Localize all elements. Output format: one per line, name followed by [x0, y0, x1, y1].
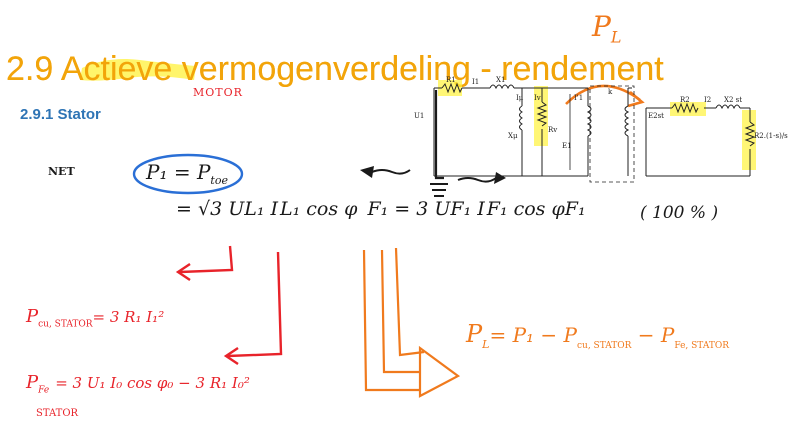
main-formula: = √3 UL₁ I L₁ cos φ F₁ = 3 UF₁ I F₁ cos φF₁: [176, 198, 586, 220]
label-r2: R2: [680, 96, 690, 104]
ground-symbol: [430, 183, 448, 197]
label-u1: U1: [414, 112, 424, 120]
black-arrowhead-left: [360, 166, 374, 178]
xmu-inductor: [519, 105, 523, 131]
primary-coil: [586, 105, 592, 137]
pl-equation: PL= P₁ − Pcu, STATOR − PFe, STATOR: [466, 320, 729, 351]
label-rv: Rv: [548, 126, 557, 134]
label-iu: Iμ: [516, 94, 524, 102]
red-arrow-2-head: [223, 347, 239, 365]
motor-label: MOTOR: [193, 86, 243, 99]
label-i1: I1: [472, 78, 479, 86]
x2st-inductor: [715, 104, 741, 110]
pfe-stator-formula: PFe = 3 U₁ I₀ cos φ₀ − 3 R₁ I₀²: [26, 372, 250, 396]
black-wave-right: [457, 177, 497, 183]
pcu-stator-formula: Pcu, STATOR= 3 R₁ I₁²: [26, 306, 165, 330]
title-highlight: [80, 59, 196, 81]
label-r1: R1: [446, 76, 456, 84]
red-arrow-1-head: [175, 263, 191, 281]
pfe-stator-sub2: STATOR: [36, 408, 79, 419]
p1-circle-outline: [132, 153, 244, 195]
r2-resistor: [671, 102, 699, 114]
label-e2st: E2st: [648, 112, 664, 120]
rv-resistor: [536, 101, 548, 127]
label-xu: Xμ: [508, 132, 518, 140]
label-x1: X1: [496, 76, 505, 84]
label-i2: I2: [704, 96, 711, 104]
rv-highlight: [534, 86, 548, 146]
black-wave-left: [371, 169, 411, 175]
equivalent-circuit: R1 I1 X1 U1 Iμ Iv Xμ Rv E1 I'1 k E2st R2…: [414, 76, 788, 183]
label-x2st: X2 st: [724, 96, 742, 104]
black-arrowhead-right: [494, 172, 506, 184]
section-subtitle: 2.9.1 Stator: [20, 106, 101, 123]
r1-resistor: [441, 82, 463, 94]
percent-label: ( 100 % ): [640, 203, 719, 223]
orange-arc-arrow-head: [627, 91, 645, 108]
red-arrow-1: [179, 245, 234, 274]
p1-eq-ptoe: P₁ = Ptoe: [146, 160, 228, 187]
slide-title-overlay: 2.9 Actieve vermogenverdeling - rendemen…: [6, 50, 664, 88]
orange-arrow-head: [418, 345, 461, 398]
label-i1p: I'1: [574, 94, 583, 102]
label-e1: E1: [562, 142, 572, 150]
pl-top-label: PL: [592, 10, 622, 47]
orange-arrow-inner2: [394, 247, 425, 357]
orange-arrow-outer: [362, 249, 420, 392]
label-iv: Iv: [534, 94, 541, 102]
r2-highlight: [670, 102, 706, 116]
label-k: k: [608, 88, 613, 96]
net-label: NET: [48, 165, 75, 178]
label-r2load: R2.(1-s)/s: [754, 132, 788, 140]
red-arrow-2: [227, 251, 283, 358]
orange-arrow-inner: [380, 249, 420, 374]
r2load-resistor: [744, 121, 756, 147]
coupling-box: [589, 85, 635, 183]
black-vertical-stroke: [434, 90, 444, 180]
r2load-highlight: [742, 110, 756, 170]
x1-inductor: [489, 84, 515, 90]
secondary-coil: [624, 105, 630, 137]
